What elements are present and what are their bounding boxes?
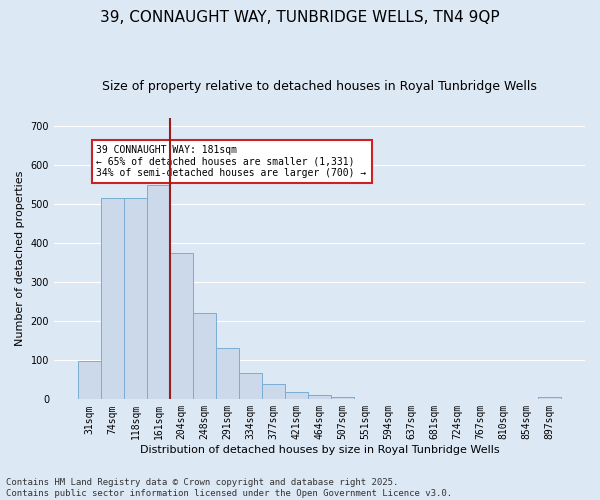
Title: Size of property relative to detached houses in Royal Tunbridge Wells: Size of property relative to detached ho… [102, 80, 537, 93]
Bar [101, 198, 124, 400]
Bar [124, 198, 147, 400]
Bar [78, 362, 101, 400]
Bar [147, 185, 170, 400]
Bar [170, 252, 193, 400]
Bar [331, 398, 354, 400]
Bar [538, 397, 561, 400]
Bar [285, 392, 308, 400]
Text: 39, CONNAUGHT WAY, TUNBRIDGE WELLS, TN4 9QP: 39, CONNAUGHT WAY, TUNBRIDGE WELLS, TN4 … [100, 10, 500, 25]
Bar [193, 312, 216, 400]
Bar [216, 348, 239, 400]
Text: Contains HM Land Registry data © Crown copyright and database right 2025.
Contai: Contains HM Land Registry data © Crown c… [6, 478, 452, 498]
Y-axis label: Number of detached properties: Number of detached properties [15, 171, 25, 346]
Text: 39 CONNAUGHT WAY: 181sqm
← 65% of detached houses are smaller (1,331)
34% of sem: 39 CONNAUGHT WAY: 181sqm ← 65% of detach… [97, 144, 367, 178]
X-axis label: Distribution of detached houses by size in Royal Tunbridge Wells: Distribution of detached houses by size … [140, 445, 499, 455]
Bar [262, 384, 285, 400]
Bar [239, 372, 262, 400]
Bar [308, 396, 331, 400]
